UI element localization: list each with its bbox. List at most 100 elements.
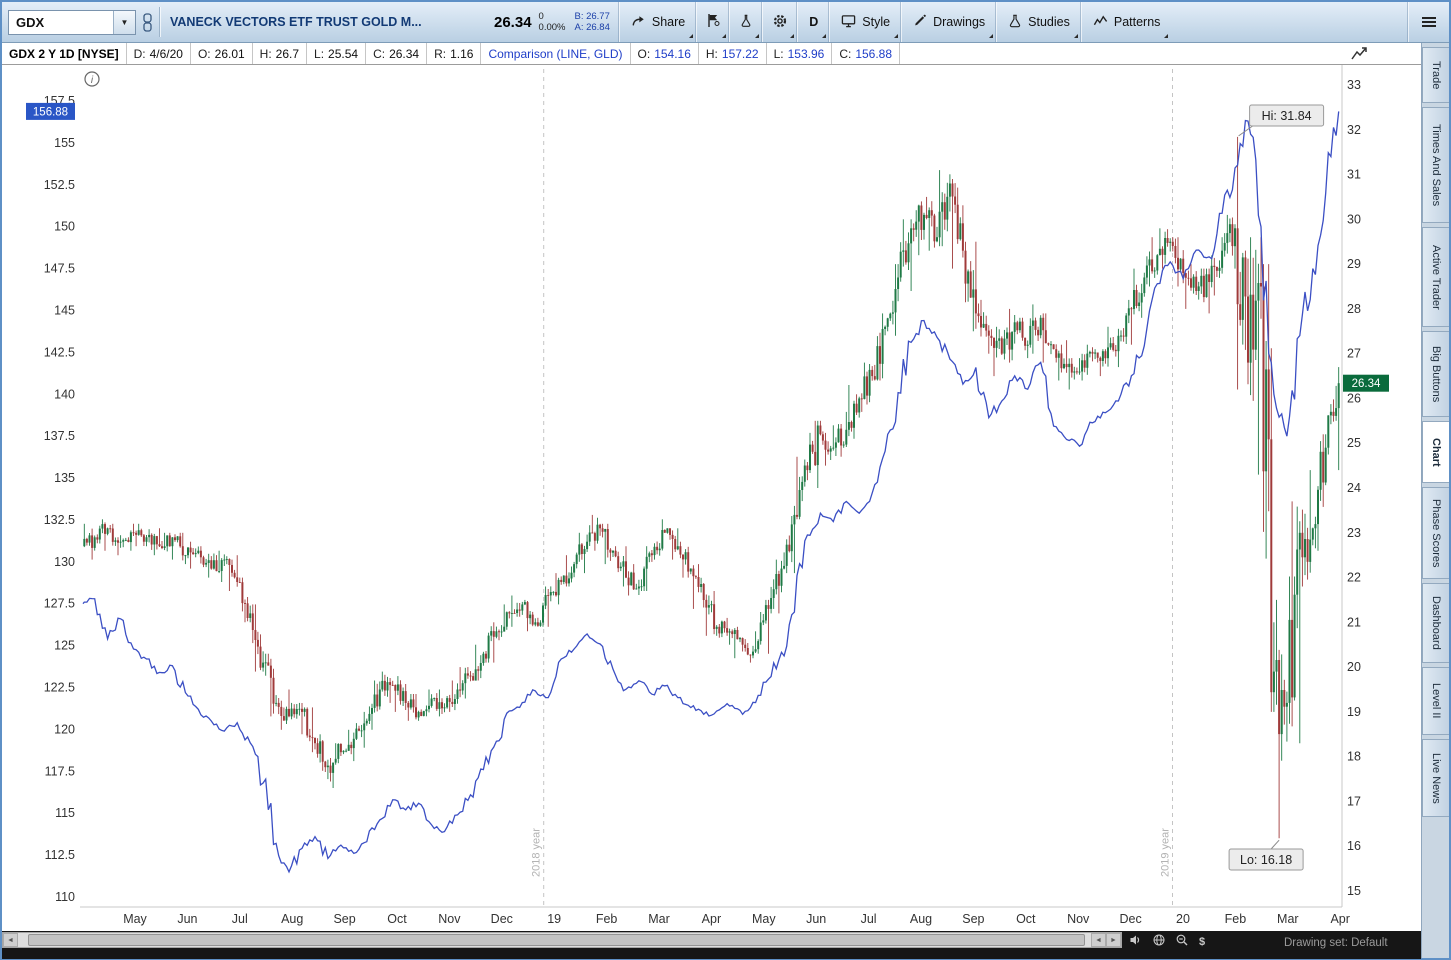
symbol-link-icon[interactable] <box>143 12 152 32</box>
share-button[interactable]: Share <box>618 2 696 42</box>
scroll-left-button[interactable]: ◄ <box>3 933 18 947</box>
right-axis-tick: 15 <box>1347 884 1361 898</box>
symbol-dropdown-button[interactable]: ▼ <box>113 10 135 34</box>
corporate-actions-button[interactable] <box>696 2 729 42</box>
dropdown-corner <box>822 34 827 38</box>
left-axis-tick: 130 <box>54 555 75 569</box>
speaker-icon[interactable] <box>1130 933 1142 951</box>
chart-panel: GDX 2 Y 1D [NYSE] D: 4/6/20 O: 26.01 H: 26.7 L… <box>2 43 1421 959</box>
sidebar-tab-phase-scores[interactable]: Phase Scores <box>1422 487 1449 579</box>
bottom-bar: ◄ ◄ ► $ Drawing set: Default <box>2 931 1421 959</box>
left-axis-tick: 127.5 <box>44 597 75 611</box>
info-icon[interactable] <box>84 71 100 87</box>
dropdown-corner <box>755 34 760 38</box>
scroll-right-button-end[interactable]: ► <box>1106 933 1121 947</box>
right-axis-tick: 29 <box>1347 257 1361 271</box>
style-label: Style <box>862 15 891 29</box>
ohlc-field: O: 26.01 <box>191 43 253 64</box>
comparison-study-label[interactable]: Comparison (LINE, GLD) <box>481 43 631 64</box>
right-axis-tick: 27 <box>1347 347 1361 361</box>
year-marker-label: 2018 year <box>531 828 543 877</box>
sidebar-tab-live-news[interactable]: Live News <box>1422 739 1449 817</box>
dropdown-corner <box>1164 34 1169 38</box>
drawings-button[interactable]: Drawings <box>901 2 996 42</box>
last-price: 26.34 <box>494 13 532 31</box>
x-axis-label: Nov <box>438 912 461 926</box>
analysis-tools-button[interactable] <box>729 2 762 42</box>
left-arrow-icon: ◄ <box>7 936 14 944</box>
left-axis-tick: 117.5 <box>45 764 75 778</box>
left-arrow-icon: ◄ <box>1095 936 1102 944</box>
scrollbar-thumb[interactable] <box>28 934 1085 946</box>
sidebar-tab-chart[interactable]: Chart <box>1422 421 1449 483</box>
patterns-button[interactable]: Patterns <box>1080 2 1172 42</box>
hi-marker-pointer <box>1238 125 1253 137</box>
svg-text:26.34: 26.34 <box>1352 378 1381 390</box>
chart-status-bar: GDX 2 Y 1D [NYSE] D: 4/6/20 O: 26.01 H: 26.7 L… <box>2 43 1421 65</box>
sidebar-tab-times-and-sales[interactable]: Times And Sales <box>1422 107 1449 223</box>
symbol-combo[interactable]: GDX ▼ <box>8 9 136 35</box>
zoom-out-icon[interactable] <box>1176 933 1188 951</box>
left-axis-tick: 150 <box>54 220 75 234</box>
x-axis-label: May <box>752 912 776 926</box>
timeframe-button[interactable]: D <box>797 2 829 42</box>
patterns-label: Patterns <box>1113 15 1161 29</box>
right-axis-tick: 24 <box>1347 481 1361 495</box>
sidebar-tab-active-trader[interactable]: Active Trader <box>1422 227 1449 327</box>
left-axis-tick: 140 <box>54 387 75 401</box>
symbol-input[interactable]: GDX <box>16 14 45 30</box>
studies-label: Studies <box>1028 15 1070 29</box>
toolbar-divider <box>159 7 160 37</box>
flag-icon <box>706 13 720 31</box>
chart-flip-icon[interactable] <box>1350 46 1368 65</box>
comparison-ohlc-field: C: 156.88 <box>832 43 901 64</box>
flask-icon <box>1008 13 1022 32</box>
x-axis-label: Nov <box>1067 912 1090 926</box>
left-axis-tick: 120 <box>54 722 75 736</box>
x-axis-label: Apr <box>1330 912 1349 926</box>
right-axis-tick: 32 <box>1347 123 1361 137</box>
studies-button[interactable]: Studies <box>996 2 1081 42</box>
right-axis-tick: 19 <box>1347 705 1361 719</box>
scroll-left-button-end[interactable]: ◄ <box>1091 933 1106 947</box>
x-axis-label: Jul <box>861 912 877 926</box>
left-axis-tick: 152.5 <box>44 178 75 192</box>
hi-marker-box <box>1249 104 1325 127</box>
pencil-icon <box>913 13 927 31</box>
left-axis-tick: 147.5 <box>44 262 75 276</box>
x-axis-label: Feb <box>1225 912 1247 926</box>
drawing-set-label[interactable]: Drawing set: Default <box>1284 937 1388 949</box>
share-label: Share <box>651 15 686 29</box>
scrollbar-track[interactable] <box>18 933 1091 947</box>
settings-button[interactable] <box>762 2 797 42</box>
dollar-icon[interactable]: $ <box>1199 936 1206 948</box>
left-axis-tick: 137.5 <box>44 429 75 443</box>
style-button[interactable]: Style <box>829 2 901 42</box>
right-axis-tick: 26 <box>1347 391 1361 405</box>
right-axis-tick: 17 <box>1347 794 1361 808</box>
chart-plot[interactable]: 2018 year 2019 year157.5155152.5150147.51… <box>2 65 1421 931</box>
hamburger-menu-icon <box>1422 21 1436 23</box>
right-axis-tick: 23 <box>1347 526 1361 540</box>
change-stack: 0 0.00% <box>539 11 566 33</box>
x-axis-label: Dec <box>1119 912 1141 926</box>
chart-title: GDX 2 Y 1D [NYSE] <box>2 43 127 64</box>
left-axis-tick: 115 <box>55 806 75 820</box>
monitor-icon <box>841 13 856 32</box>
x-axis-label: Oct <box>1016 912 1036 926</box>
x-axis-label: 19 <box>547 912 561 926</box>
sidebar-tab-dashboard[interactable]: Dashboard <box>1422 583 1449 663</box>
change-percent: 0.00% <box>538 22 566 33</box>
sidebar-tab-trade[interactable]: Trade <box>1422 47 1449 103</box>
left-axis-tick: 112.5 <box>45 848 75 862</box>
sidebar-tab-level-ii[interactable]: Level II <box>1422 667 1449 735</box>
horizontal-scrollbar[interactable]: ◄ ◄ ► <box>2 932 1122 948</box>
sidebar-tab-big-buttons[interactable]: Big Buttons <box>1422 331 1449 417</box>
menu-button[interactable] <box>1408 2 1449 42</box>
globe-icon[interactable] <box>1153 933 1165 951</box>
left-axis-tick: 125 <box>54 639 75 653</box>
x-axis-label: Aug <box>281 912 303 926</box>
svg-text:i: i <box>91 75 94 86</box>
dropdown-corner <box>1073 34 1078 38</box>
gear-icon <box>772 13 788 32</box>
